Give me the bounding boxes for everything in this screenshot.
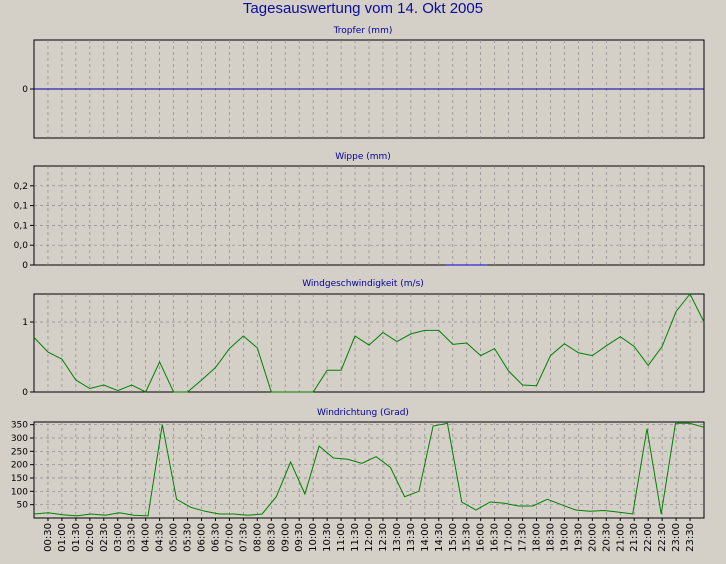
windgeschwindigkeit-series-line (33, 293, 705, 393)
windgeschwindigkeit-ytick-label: 0 (22, 388, 28, 398)
x-tick-label: 11:00 (336, 523, 347, 552)
x-tick-label: 06:30 (210, 523, 221, 552)
x-tick-label: 06:00 (197, 523, 208, 552)
x-tick-label: 20:00 (587, 523, 598, 552)
windgeschwindigkeit-ytick-label: 1 (22, 318, 28, 328)
x-tick-label: 14:30 (434, 523, 445, 552)
x-tick-label: 10:30 (322, 523, 333, 552)
x-tick-label: 17:30 (518, 523, 529, 552)
x-tick-label: 22:30 (657, 523, 668, 552)
x-tick-label: 07:00 (224, 523, 235, 552)
x-tick-label: 18:30 (545, 523, 556, 552)
x-tick-label: 08:00 (252, 523, 263, 552)
x-tick-label: 11:30 (350, 523, 361, 552)
x-tick-label: 15:00 (448, 523, 459, 552)
tropfer-ytick-label: 0 (22, 85, 28, 95)
x-tick-label: 22:00 (643, 523, 654, 552)
x-tick-label: 17:00 (504, 523, 515, 552)
x-tick-label: 05:30 (183, 523, 194, 552)
x-tick-label: 02:30 (99, 523, 110, 552)
windrichtung-ytick-label: 300 (11, 434, 28, 444)
x-tick-label: 04:30 (155, 523, 166, 552)
x-tick-label: 20:30 (601, 523, 612, 552)
x-tick-label: 21:00 (615, 523, 626, 552)
wippe-ytick-label: 0,1 (14, 202, 28, 212)
x-tick-label: 12:30 (378, 523, 389, 552)
x-tick-label: 05:00 (169, 523, 180, 552)
x-tick-label: 16:30 (490, 523, 501, 552)
x-tick-label: 15:30 (462, 523, 473, 552)
x-tick-label: 01:30 (71, 523, 82, 552)
x-tick-label: 01:00 (57, 523, 68, 552)
x-tick-label: 12:00 (364, 523, 375, 552)
x-tick-label: 00:30 (43, 523, 54, 552)
x-tick-label: 08:30 (266, 523, 277, 552)
x-tick-label: 18:00 (532, 523, 543, 552)
windrichtung-ytick-label: 200 (11, 461, 28, 471)
x-tick-label: 19:00 (559, 523, 570, 552)
x-tick-label: 14:00 (420, 523, 431, 552)
x-tick-label: 09:00 (280, 523, 291, 552)
main-title: Tagesauswertung vom 14. Okt 2005 (242, 0, 484, 17)
x-tick-label: 04:00 (141, 523, 152, 552)
windrichtung-ytick-label: 250 (11, 447, 28, 457)
wippe-ytick-label: 0,2 (14, 182, 28, 192)
windrichtung-series-line (33, 422, 705, 517)
x-tick-label: 23:00 (671, 523, 682, 552)
windrichtung-ytick-label: 150 (11, 474, 28, 484)
windgeschwindigkeit-title: Windgeschwindigkeit (m/s) (302, 279, 424, 289)
x-tick-label: 02:00 (85, 523, 96, 552)
x-tick-label: 21:30 (629, 523, 640, 552)
windrichtung-title: Windrichtung (Grad) (317, 408, 409, 418)
x-tick-label: 03:00 (113, 523, 124, 552)
x-tick-label: 13:00 (392, 523, 403, 552)
wippe-ytick-label: 0 (22, 261, 28, 271)
x-tick-label: 13:30 (406, 523, 417, 552)
windrichtung-ytick-label: 100 (11, 487, 28, 497)
windrichtung-ytick-label: 350 (11, 421, 28, 431)
wippe-title: Wippe (mm) (335, 152, 391, 162)
wippe-ytick-label: 0,0 (14, 241, 29, 251)
x-tick-label: 09:30 (294, 523, 305, 552)
tropfer-title: Tropfer (mm) (333, 26, 393, 36)
x-tick-label: 10:00 (308, 523, 319, 552)
x-tick-label: 23:30 (685, 523, 696, 552)
wippe-ytick-label: 0,1 (14, 221, 28, 231)
windrichtung-ytick-label: 50 (17, 501, 29, 511)
x-tick-label: 07:30 (238, 523, 249, 552)
x-tick-label: 19:30 (573, 523, 584, 552)
x-tick-label: 03:30 (127, 523, 138, 552)
x-tick-label: 16:00 (476, 523, 487, 552)
